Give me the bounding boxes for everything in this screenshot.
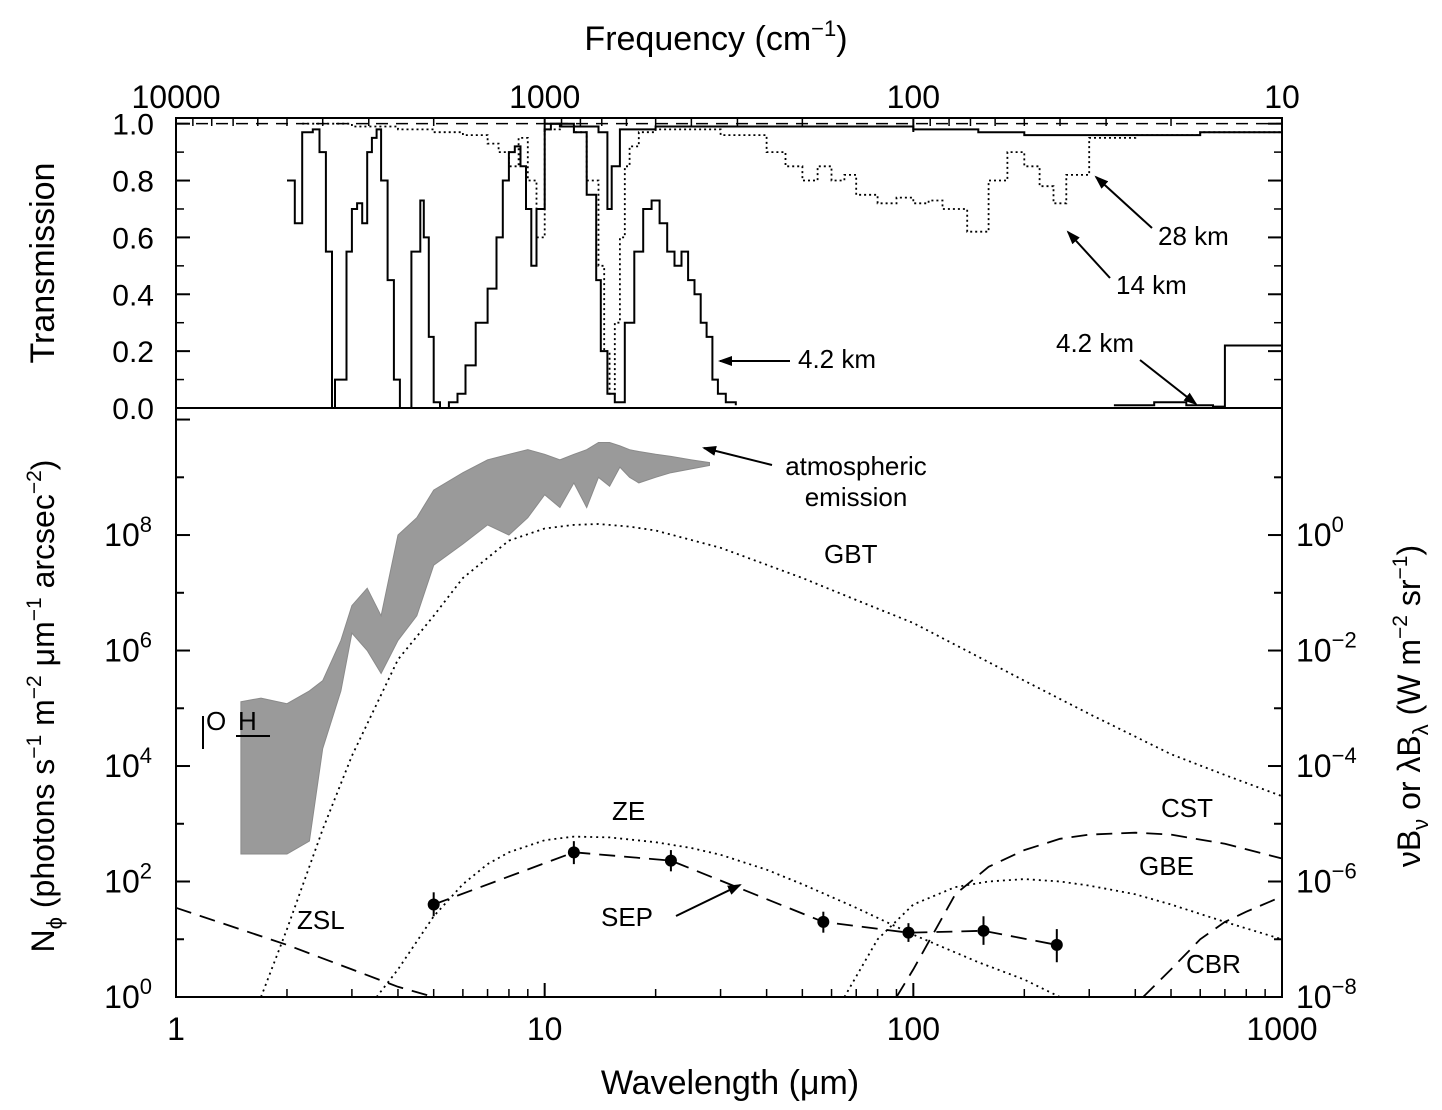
photon-flux-axis-title: Nϕ (photons s−1 m−2 μm−1 arcsec−2): [23, 460, 67, 953]
photon-flux-tick-label: 106: [104, 628, 152, 669]
label-gbt: GBT: [824, 539, 878, 569]
intensity-tick-label: 10−2: [1296, 628, 1357, 669]
frequency-tick-label: 1000: [509, 79, 580, 115]
transmission-axis-title: Transmission: [24, 163, 62, 364]
label-4p2km-mid: 4.2 km: [798, 344, 876, 374]
series-ze: [375, 835, 1061, 998]
label-28km: 28 km: [1158, 221, 1229, 251]
sep-data-point: [902, 926, 915, 939]
wavelength-tick-labels: 1 10 100 1000: [167, 1011, 1317, 1047]
intensity-tick-label: 10−4: [1296, 743, 1357, 784]
transmission-line-14-km: [302, 122, 1282, 395]
intensity-axis-title: νBν or λBλ (W m−2 sr−1): [1389, 545, 1433, 867]
frequency-tick-labels: 10000 1000 100 10: [132, 79, 1300, 115]
photon-flux-tick-label: 100: [104, 974, 152, 1015]
arrow-14km: [1066, 230, 1111, 279]
arrow-atmospheric-emission: [702, 446, 773, 466]
transmission-tick-label: 0.4: [112, 279, 154, 312]
label-sep: SEP: [601, 902, 653, 932]
photon-flux-tick-label: 102: [104, 859, 152, 900]
transmission-series: [176, 122, 1282, 409]
intensity-tick-label: 10−6: [1296, 859, 1357, 900]
bottom-panel-ticks: [175, 418, 1283, 998]
series-zsl: [175, 906, 434, 998]
frequency-tick-label: 100: [887, 79, 940, 115]
frequency-tick-label: 10000: [132, 79, 221, 115]
sep-data-point: [567, 846, 580, 859]
frequency-tick-label: 10: [1264, 79, 1300, 115]
transmission-line-4-2-km: [287, 122, 737, 409]
wavelength-tick-label: 100: [887, 1011, 940, 1047]
arrow-sep: [675, 884, 742, 917]
photon-flux-tick-labels: 100 102 104 106 108: [104, 512, 152, 1015]
label-atmospheric-emission-2: emission: [805, 482, 908, 512]
sep-data-point: [664, 854, 677, 867]
arrow-4p2km-far: [1139, 359, 1198, 406]
sep-data-point: [817, 915, 830, 928]
transmission-line-28-km: [544, 122, 1282, 210]
top-panel-frame: [175, 117, 1283, 409]
transmission-tick-label: 0.6: [112, 222, 154, 255]
wavelength-axis-title: Wavelength (μm): [601, 1064, 859, 1102]
transmission-tick-label: 0.2: [112, 336, 154, 369]
transmission-tick-label: 1.0: [112, 109, 154, 142]
wavelength-tick-label: 1000: [1246, 1011, 1317, 1047]
wavelength-tick-label: 10: [527, 1011, 563, 1047]
series-cst: [895, 831, 1283, 998]
frequency-axis-title: Frequency (cm−1): [584, 16, 847, 58]
transmission-tick-labels: 0.0 0.2 0.4 0.6 0.8 1.0: [112, 109, 154, 426]
intensity-tick-labels: 10−8 10−6 10−4 10−2 100: [1296, 512, 1357, 1015]
transmission-line-4-2km-far: [1113, 344, 1282, 408]
series-sep: [433, 851, 1057, 946]
emission-series: [175, 442, 1283, 998]
series-cbr: [1142, 895, 1283, 998]
label-4p2km-far: 4.2 km: [1056, 328, 1134, 358]
arrow-28km: [1094, 175, 1153, 229]
bottom-panel-frame: [175, 407, 1283, 998]
transmission-tick-label: 0.8: [112, 166, 154, 199]
label-atmospheric-emission-1: atmospheric: [785, 451, 927, 481]
photon-flux-tick-label: 104: [104, 743, 152, 784]
sep-data-point: [427, 898, 440, 911]
series-gbe: [843, 878, 1283, 998]
intensity-tick-label: 100: [1296, 512, 1344, 553]
label-gbe: GBE: [1139, 851, 1194, 881]
wavelength-tick-label: 1: [167, 1011, 185, 1047]
label-zsl: ZSL: [297, 905, 345, 935]
top-panel-ticks: [175, 118, 1283, 409]
sep-data-point: [1050, 938, 1063, 951]
photon-flux-tick-label: 108: [104, 512, 152, 553]
series-atmospheric-emission: [240, 442, 710, 855]
intensity-tick-label: 10−8: [1296, 974, 1357, 1015]
label-cbr: CBR: [1186, 949, 1241, 979]
label-cst: CST: [1161, 793, 1213, 823]
sep-data-point: [977, 924, 990, 937]
label-14km: 14 km: [1116, 270, 1187, 300]
label-oh-o: O: [206, 706, 226, 736]
label-ze: ZE: [612, 796, 645, 826]
label-oh-h: H: [238, 706, 257, 736]
transmission-tick-label: 0.0: [112, 393, 154, 426]
